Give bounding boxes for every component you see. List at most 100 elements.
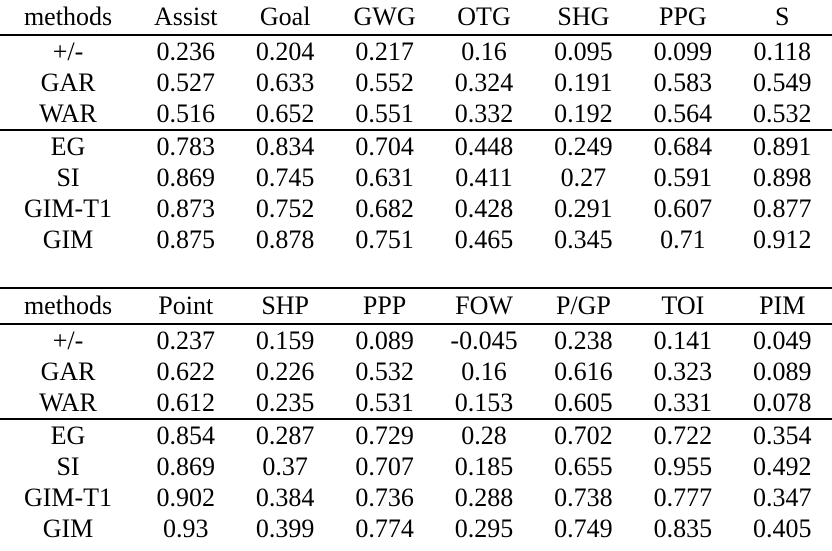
method-cell: GAR [40, 68, 96, 97]
value-cell: 0.191 [554, 68, 613, 97]
value-cell: 0.873 [156, 194, 215, 223]
value-cell: 0.877 [753, 194, 812, 223]
value-cell: 0.682 [355, 194, 414, 223]
table-row: WAR 0.612 0.235 0.531 0.153 0.605 0.331 0.078 [0, 387, 832, 420]
table-row: GIM-T1 0.873 0.752 0.682 0.428 0.291 0.607 0.87… [0, 193, 832, 224]
column-header: PIM [732, 287, 832, 325]
method-cell: WAR [0, 387, 137, 420]
value-cell: 0.465 [454, 225, 514, 254]
value-cell: 0.591 [653, 163, 713, 192]
value-cell: 0.095 [554, 37, 613, 66]
value-cell: 0.955 [653, 452, 713, 481]
method-cell: GAR [40, 357, 96, 386]
correlation-table-1: methods Assist Goal GWG OTG SHG PPG S +/… [0, 0, 832, 255]
value-cell: 0.492 [753, 452, 812, 481]
value-cell: 0.347 [753, 483, 812, 512]
value-cell: 0.16 [461, 357, 507, 386]
value-cell: 0.583 [653, 68, 713, 97]
value-cell: 0.527 [156, 68, 215, 97]
value-cell: 0.237 [156, 326, 215, 355]
column-header: Goal [235, 0, 335, 36]
value-cell: 0.631 [355, 163, 414, 192]
value-cell: 0.834 [255, 132, 315, 161]
column-header: SHG [533, 0, 634, 36]
table-row: +/- 0.237 0.159 0.089 -0.045 0.238 0.141 0.049 [0, 324, 832, 356]
value-cell: 0.287 [255, 421, 315, 450]
value-cell: 0.878 [255, 225, 315, 254]
value-cell: 0.655 [554, 452, 613, 481]
value-cell: 0.37 [262, 452, 308, 481]
column-header-methods: methods [0, 0, 137, 36]
value-cell: 0.549 [753, 68, 812, 97]
value-cell: 0.869 [156, 163, 215, 192]
table-row: SI 0.869 0.37 0.707 0.185 0.655 0.955 0.492 [0, 451, 832, 482]
column-header: P/GP [533, 287, 634, 325]
value-cell: 0.704 [355, 132, 414, 161]
value-cell: 0.752 [255, 194, 315, 223]
value-cell: 0.622 [156, 357, 215, 386]
value-cell: 0.331 [633, 387, 733, 420]
value-cell: 0.898 [753, 163, 812, 192]
value-cell: 0.531 [334, 387, 435, 420]
value-cell: 0.345 [554, 225, 613, 254]
value-cell: 0.295 [454, 514, 514, 543]
column-header: Assist [136, 0, 236, 36]
value-cell: 0.777 [653, 483, 713, 512]
table-row: EG 0.854 0.287 0.729 0.28 0.702 0.722 0.354 [0, 419, 832, 451]
value-cell: 0.236 [156, 37, 215, 66]
value-cell: 0.749 [554, 514, 613, 543]
value-cell: 0.729 [355, 421, 414, 450]
value-cell: 0.354 [753, 421, 812, 450]
method-cell: EG [50, 421, 86, 450]
method-cell: GIM [42, 514, 94, 543]
method-cell: +/- [52, 37, 84, 66]
value-cell: 0.411 [455, 163, 513, 192]
method-cell: GIM [42, 225, 94, 254]
table-row: GAR 0.527 0.633 0.552 0.324 0.191 0.583 0.549 [0, 67, 832, 98]
value-cell: 0.612 [136, 387, 236, 420]
column-header: TOI [633, 287, 733, 325]
value-cell: 0.783 [156, 132, 215, 161]
value-cell: 0.078 [732, 387, 832, 420]
value-cell: 0.153 [434, 387, 534, 420]
value-cell: -0.045 [450, 326, 518, 355]
column-header: PPP [334, 287, 435, 325]
method-cell: GIM-T1 [23, 194, 113, 223]
value-cell: 0.185 [454, 452, 514, 481]
value-cell: 0.249 [554, 132, 613, 161]
value-cell: 0.854 [156, 421, 215, 450]
column-header: SHP [235, 287, 335, 325]
value-cell: 0.159 [255, 326, 315, 355]
value-cell: 0.516 [136, 98, 236, 131]
value-cell: 0.736 [355, 483, 414, 512]
column-header-methods: methods [0, 287, 137, 325]
value-cell: 0.235 [235, 387, 335, 420]
value-cell: 0.551 [334, 98, 435, 131]
value-cell: 0.405 [753, 514, 812, 543]
header-row: methods Point SHP PPP FOW P/GP TOI PIM [0, 287, 832, 325]
column-header: OTG [434, 0, 534, 36]
table-row: WAR 0.516 0.652 0.551 0.332 0.192 0.564 0.532 [0, 98, 832, 131]
value-cell: 0.738 [554, 483, 613, 512]
value-cell: 0.607 [653, 194, 713, 223]
value-cell: 0.532 [355, 357, 414, 386]
table-row: EG 0.783 0.834 0.704 0.448 0.249 0.684 0.891 [0, 130, 832, 162]
method-cell: SI [56, 163, 80, 192]
column-header: GWG [334, 0, 435, 36]
value-cell: 0.324 [454, 68, 514, 97]
value-cell: 0.633 [255, 68, 315, 97]
value-cell: 0.745 [255, 163, 315, 192]
value-cell: 0.902 [156, 483, 215, 512]
table-row: +/- 0.236 0.204 0.217 0.16 0.095 0.099 0.118 [0, 35, 832, 67]
column-header: Point [136, 287, 236, 325]
table-row: GIM 0.93 0.399 0.774 0.295 0.749 0.835 0.405 [0, 513, 832, 544]
value-cell: 0.192 [533, 98, 634, 131]
value-cell: 0.089 [355, 326, 414, 355]
value-cell: 0.204 [255, 37, 315, 66]
value-cell: 0.049 [753, 326, 812, 355]
value-cell: 0.774 [355, 514, 414, 543]
value-cell: 0.869 [156, 452, 215, 481]
value-cell: 0.291 [554, 194, 613, 223]
value-cell: 0.288 [454, 483, 514, 512]
